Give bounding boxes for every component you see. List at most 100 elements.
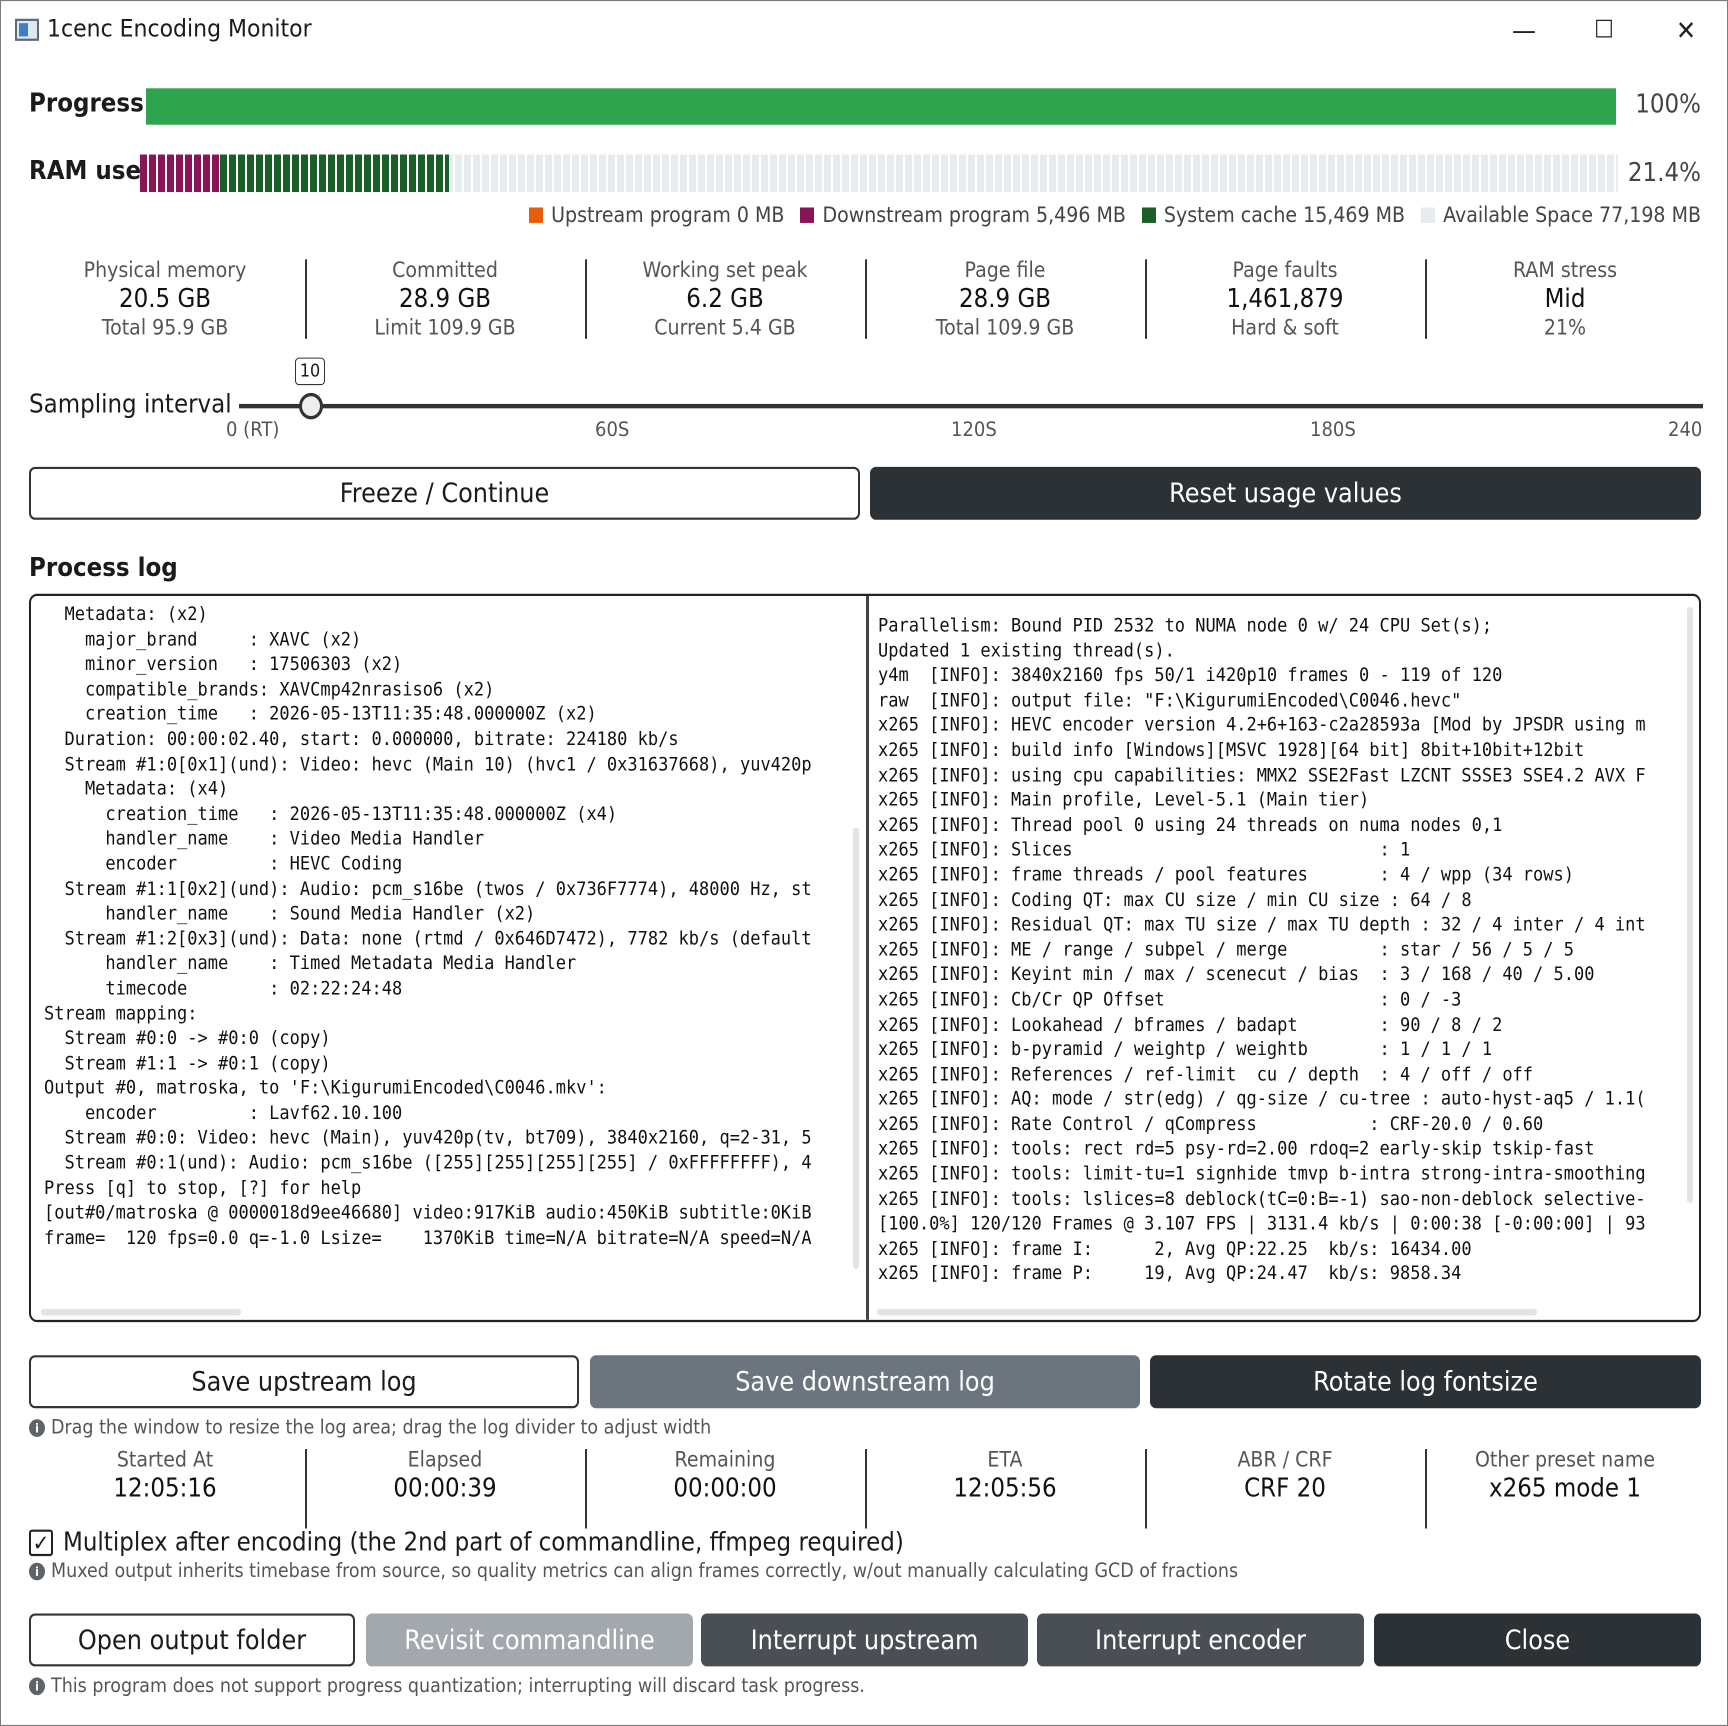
log-divider[interactable] bbox=[866, 595, 869, 1320]
log-line: [out#0/matroska @ 0000018d9ee46680] vide… bbox=[44, 1202, 812, 1225]
log-line: Stream #1:1[0x2](und): Audio: pcm_s16be … bbox=[44, 877, 812, 901]
log-line: x265 [INFO]: Main profile, Level-5.1 (Ma… bbox=[878, 789, 1370, 812]
ram-downstream-segment bbox=[140, 154, 220, 193]
log-line: Stream #0:0: Video: hevc (Main), yuv420p… bbox=[44, 1127, 812, 1150]
progress-fill bbox=[146, 88, 1616, 125]
minimize-icon[interactable]: — bbox=[1512, 15, 1536, 47]
log-line: compatible_brands: XAVCmp42nrasiso6 (x2) bbox=[44, 678, 495, 701]
log-line: x265 [INFO]: Cb/Cr QP Offset : 0 / -3 bbox=[878, 988, 1462, 1011]
reset-usage-button[interactable]: Reset usage values bbox=[870, 466, 1701, 520]
revisit-commandline-button[interactable]: Revisit commandline bbox=[366, 1613, 693, 1667]
legend-item: Downstream program 5,496 MB bbox=[800, 203, 1126, 227]
log-line: Metadata: (x2) bbox=[44, 603, 208, 626]
downstream-hscrollbar[interactable] bbox=[877, 1308, 1537, 1316]
slider-tick: 180S bbox=[1310, 418, 1356, 442]
open-output-folder-button[interactable]: Open output folder bbox=[29, 1613, 355, 1667]
process-log-heading: Process log bbox=[29, 554, 178, 583]
ram-legend: Upstream program 0 MB Downstream program … bbox=[529, 203, 1701, 227]
stat-label: Elapsed bbox=[407, 1447, 483, 1473]
progress-label: Progress bbox=[29, 89, 144, 119]
upstream-hscrollbar[interactable] bbox=[41, 1308, 241, 1316]
stat-label: Physical memory bbox=[83, 258, 247, 283]
interrupt-hint-text: This program does not support progress q… bbox=[51, 1675, 865, 1698]
close-icon[interactable]: ✕ bbox=[1675, 15, 1697, 47]
sampling-slider-thumb[interactable] bbox=[299, 392, 323, 420]
stat-sub: Current 5.4 GB bbox=[654, 315, 796, 340]
save-upstream-log-button[interactable]: Save upstream log bbox=[29, 1355, 579, 1409]
log-line: x265 [INFO]: frame threads / pool featur… bbox=[878, 864, 1574, 887]
stat-cell: Physical memory 20.5 GB Total 95.9 GB bbox=[25, 257, 305, 341]
log-line: frame= 120 fps=0.0 q=-1.0 Lsize= 1370KiB… bbox=[44, 1227, 812, 1250]
log-line: encoder : Lavf62.10.100 bbox=[44, 1102, 403, 1125]
stat-value: 12:05:56 bbox=[953, 1474, 1057, 1504]
upstream-log[interactable]: Metadata: (x2) major_brand : XAVC (x2) m… bbox=[31, 596, 866, 1311]
stat-cell: Other preset name x265 mode 1 bbox=[1425, 1447, 1705, 1529]
upstream-vscrollbar[interactable] bbox=[853, 827, 859, 1270]
log-line: x265 [INFO]: AQ: mode / str(edg) / qg-si… bbox=[878, 1088, 1646, 1111]
log-line: handler_name : Sound Media Handler (x2) bbox=[44, 902, 536, 925]
stat-cell: ABR / CRF CRF 20 bbox=[1145, 1447, 1425, 1529]
log-line: Stream #1:1 -> #0:1 (copy) bbox=[44, 1052, 331, 1075]
ram-bar bbox=[140, 154, 1618, 193]
log-line: minor_version : 17506303 (x2) bbox=[44, 653, 403, 676]
downstream-vscrollbar[interactable] bbox=[1687, 606, 1693, 1203]
log-line: x265 [INFO]: Lookahead / bframes / badap… bbox=[878, 1013, 1503, 1036]
ram-cache-segment bbox=[219, 154, 449, 193]
downstream-log[interactable]: Parallelism: Bound PID 2532 to NUMA node… bbox=[869, 596, 1699, 1320]
legend-item: Upstream program 0 MB bbox=[529, 203, 784, 227]
stat-value: Mid bbox=[1544, 284, 1586, 314]
log-line: Stream #0:0 -> #0:0 (copy) bbox=[44, 1027, 331, 1050]
drag-hint: i Drag the window to resize the log area;… bbox=[29, 1417, 711, 1439]
close-button[interactable]: Close bbox=[1374, 1613, 1701, 1667]
drag-hint-text: Drag the window to resize the log area; … bbox=[51, 1417, 712, 1440]
multiplex-option[interactable]: ✓ Multiplex after encoding (the 2nd part… bbox=[29, 1528, 904, 1557]
stat-value: 00:00:00 bbox=[673, 1474, 777, 1504]
stat-cell: RAM stress Mid 21% bbox=[1425, 257, 1705, 341]
memory-stats: Physical memory 20.5 GB Total 95.9 GB Commi… bbox=[25, 257, 1705, 341]
sampling-slider-track[interactable] bbox=[239, 403, 1703, 409]
time-stats: Started At 12:05:16 Elapsed 00:00:39 Remaini… bbox=[25, 1447, 1705, 1529]
legend-swatch bbox=[1141, 207, 1156, 223]
log-line: Stream #1:2[0x3](und): Data: none (rtmd … bbox=[44, 927, 812, 950]
window-title: 1cenc Encoding Monitor bbox=[47, 15, 312, 44]
save-downstream-log-button[interactable]: Save downstream log bbox=[590, 1355, 1140, 1409]
slider-tick: 240S bbox=[1668, 418, 1701, 442]
stat-value: 1,461,879 bbox=[1226, 284, 1344, 314]
legend-label: Available Space 77,198 MB bbox=[1443, 203, 1701, 228]
log-line: x265 [INFO]: HEVC encoder version 4.2+6+… bbox=[878, 714, 1646, 737]
multiplex-checkbox[interactable]: ✓ bbox=[29, 1529, 53, 1557]
log-line: x265 [INFO]: Residual QT: max TU size / … bbox=[878, 913, 1646, 936]
log-line: x265 [INFO]: Coding QT: max CU size / mi… bbox=[878, 888, 1472, 912]
log-line: Parallelism: Bound PID 2532 to NUMA node… bbox=[878, 614, 1493, 637]
log-line: Stream #1:0[0x1](und): Video: hevc (Main… bbox=[44, 753, 812, 776]
log-line: x265 [INFO]: using cpu capabilities: MMX… bbox=[878, 764, 1646, 787]
log-area: Metadata: (x2) major_brand : XAVC (x2) m… bbox=[29, 593, 1701, 1323]
progress-percent: 100% bbox=[1635, 90, 1701, 120]
stat-value: 12:05:16 bbox=[113, 1474, 217, 1504]
log-line: x265 [INFO]: ME / range / subpel / merge… bbox=[878, 938, 1574, 961]
stat-sub: Total 95.9 GB bbox=[101, 315, 229, 340]
stat-value: 20.5 GB bbox=[118, 284, 212, 314]
title-bar[interactable]: 1cenc Encoding Monitor — ☐ ✕ bbox=[1, 1, 1727, 61]
log-line: Metadata: (x4) bbox=[44, 778, 229, 801]
sampling-interval-label: Sampling interval bbox=[29, 390, 232, 420]
interrupt-upstream-button[interactable]: Interrupt upstream bbox=[701, 1613, 1028, 1667]
stat-value: 00:00:39 bbox=[393, 1474, 497, 1504]
log-line: handler_name : Timed Metadata Media Hand… bbox=[44, 952, 577, 975]
stat-cell: Elapsed 00:00:39 bbox=[305, 1447, 585, 1529]
log-line: timecode : 02:22:24:48 bbox=[44, 977, 403, 1000]
stat-cell: Working set peak 6.2 GB Current 5.4 GB bbox=[585, 257, 865, 341]
log-line: Output #0, matroska, to 'F:\KigurumiEnco… bbox=[44, 1077, 607, 1100]
log-line: x265 [INFO]: Keyint min / max / scenecut… bbox=[878, 963, 1595, 986]
stat-cell: Committed 28.9 GB Limit 109.9 GB bbox=[305, 257, 585, 341]
log-line: x265 [INFO]: frame I: 2, Avg QP:22.25 kb… bbox=[878, 1238, 1472, 1261]
maximize-icon[interactable]: ☐ bbox=[1594, 16, 1614, 45]
log-line: x265 [INFO]: build info [Windows][MSVC 1… bbox=[878, 739, 1585, 762]
interrupt-encoder-button[interactable]: Interrupt encoder bbox=[1037, 1613, 1364, 1667]
stat-label: Page faults bbox=[1232, 258, 1338, 283]
stat-value: 6.2 GB bbox=[686, 284, 764, 314]
log-line: handler_name : Video Media Handler bbox=[44, 828, 485, 851]
freeze-continue-button[interactable]: Freeze / Continue bbox=[29, 466, 860, 520]
rotate-log-fontsize-button[interactable]: Rotate log fontsize bbox=[1150, 1355, 1701, 1409]
stat-label: RAM stress bbox=[1512, 258, 1618, 283]
